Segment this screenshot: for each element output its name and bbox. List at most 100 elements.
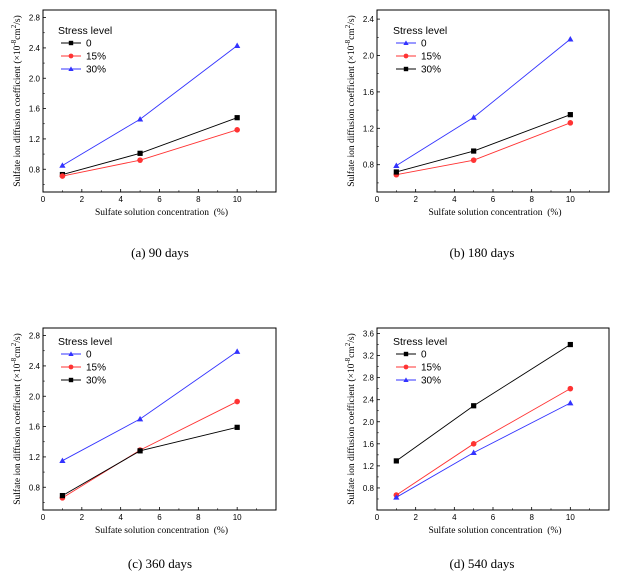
data-point	[59, 162, 66, 168]
x-tick-label: 0	[41, 513, 46, 522]
x-tick-label: 8	[196, 513, 201, 522]
y-tick-label: 1.6	[363, 440, 375, 449]
y-axis-title: Sulfate ion diffusion coefficient (×10-8…	[10, 15, 23, 187]
legend-marker	[68, 53, 74, 59]
legend-label: 30%	[86, 376, 106, 387]
data-point	[470, 441, 477, 447]
legend-label: 0	[86, 39, 92, 50]
legend-marker	[403, 66, 409, 72]
x-axis-title: Sulfate solution concentration (%)	[429, 525, 562, 536]
x-tick-label: 6	[157, 513, 162, 522]
y-axis-title-end: /s)	[12, 15, 23, 25]
x-tick-label: 4	[118, 195, 123, 204]
legend-label: 15%	[421, 363, 441, 374]
series-line-2	[396, 122, 571, 176]
legend-marker	[68, 66, 74, 71]
legend-label: 0	[421, 39, 427, 50]
x-axis-title: Sulfate solution concentration (%)	[95, 525, 228, 536]
data-point	[471, 403, 477, 409]
y-axis-title-exp: -8	[10, 357, 18, 363]
data-point	[567, 341, 573, 348]
y-axis-title-main: Sulfate ion diffusion coefficient (×10	[12, 363, 23, 504]
data-point	[393, 162, 400, 168]
y-tick-label: 1.2	[363, 462, 375, 471]
legend-label: 30%	[421, 376, 441, 387]
legend-title: Stress level	[393, 25, 447, 37]
y-tick-label: 2.4	[363, 396, 375, 405]
data-point	[137, 448, 143, 454]
y-axis-title-main: Sulfate ion diffusion coefficient (×10	[346, 363, 357, 504]
x-tick-label: 6	[491, 195, 496, 204]
plot-frame	[376, 327, 610, 511]
chart-panel-4: 0 2 4 6 8 10 0.8 1.2 1.6 2.0 2.4 2.8 3.2 3.6 Sulfate s…	[344, 327, 610, 571]
y-axis-title-exp: 2	[10, 24, 18, 28]
y-axis-title-exp: 2	[344, 342, 352, 346]
x-axis-title: Sulfate solution concentration (%)	[95, 207, 228, 218]
y-tick-label: 1.6	[363, 88, 375, 97]
x-tick-label: 10	[233, 195, 242, 204]
data-point	[59, 173, 66, 179]
series-line-3	[396, 114, 571, 173]
y-tick-label: 0.8	[29, 483, 41, 492]
data-point	[567, 112, 573, 118]
y-tick-label: 1.2	[29, 453, 41, 462]
x-tick-label: 4	[452, 195, 457, 204]
y-tick-label: 1.2	[363, 124, 375, 133]
legend-label: 30%	[86, 65, 106, 76]
y-axis-title-exp: -8	[344, 357, 352, 363]
data-point	[234, 348, 241, 354]
x-tick-label: 2	[413, 513, 418, 522]
data-point	[59, 457, 66, 464]
legend-marker	[403, 53, 409, 59]
y-tick-label: 2.8	[29, 14, 41, 23]
x-tick-label: 10	[566, 513, 575, 522]
plot-frame	[42, 327, 277, 511]
y-axis-title: Sulfate ion diffusion coefficient (×10-8…	[10, 333, 23, 505]
y-axis-title-end: /s)	[346, 333, 357, 343]
x-tick-label: 10	[566, 195, 575, 204]
x-tick-label: 2	[80, 195, 85, 204]
panel-caption: (c) 360 days	[128, 556, 192, 571]
legend-marker	[68, 364, 74, 370]
y-tick-label: 2.0	[363, 52, 375, 61]
series-line-2	[62, 401, 238, 499]
legend-marker	[403, 40, 409, 45]
y-tick-label: 3.2	[363, 352, 375, 361]
y-axis-title-unit: cm	[347, 346, 357, 358]
data-point	[137, 150, 143, 156]
y-tick-label: 1.2	[29, 135, 41, 144]
y-tick-label: 0.8	[363, 161, 375, 170]
legend-marker	[403, 351, 409, 357]
x-tick-label: 8	[196, 195, 201, 204]
legend-label: 15%	[421, 52, 441, 63]
data-point	[567, 36, 574, 42]
y-axis-title-exp: -8	[10, 39, 18, 45]
chart-panel-1: 0 2 4 6 8 10 0.8 1.2 1.6 2.0 2.4 2.8 Sulfate solutio…	[10, 9, 277, 260]
legend-label: 0	[421, 350, 427, 361]
chart-panel-3: 0 2 4 6 8 10 0.8 1.2 1.6 2.0 2.4 2.8 Sulfate solutio…	[10, 327, 277, 571]
y-axis-title-exp: 2	[10, 342, 18, 346]
x-tick-label: 0	[375, 513, 380, 522]
data-point	[393, 494, 400, 500]
x-tick-label: 6	[157, 195, 162, 204]
legend-marker	[68, 351, 74, 356]
legend-label: 15%	[86, 363, 106, 374]
x-tick-label: 8	[529, 513, 534, 522]
plot-frame	[42, 9, 277, 193]
series-line-3	[396, 402, 571, 498]
y-axis-title-unit: cm	[13, 346, 23, 358]
y-tick-label: 2.8	[363, 374, 375, 383]
x-tick-label: 4	[118, 513, 123, 522]
y-tick-label: 1.6	[29, 105, 41, 114]
data-point	[137, 157, 143, 163]
data-point	[234, 42, 241, 48]
x-tick-label: 6	[491, 513, 496, 522]
y-tick-label: 2.0	[29, 392, 41, 401]
y-tick-label: 2.0	[363, 418, 375, 427]
series-line-2	[62, 129, 238, 177]
chart-panel-2: 0 2 4 6 8 10 0.8 1.2 1.6 2.0 2.4 Sulfate solution c…	[344, 9, 610, 260]
series-line-1	[62, 117, 238, 175]
data-point	[470, 157, 477, 163]
data-point	[471, 148, 477, 154]
data-point	[470, 114, 477, 120]
